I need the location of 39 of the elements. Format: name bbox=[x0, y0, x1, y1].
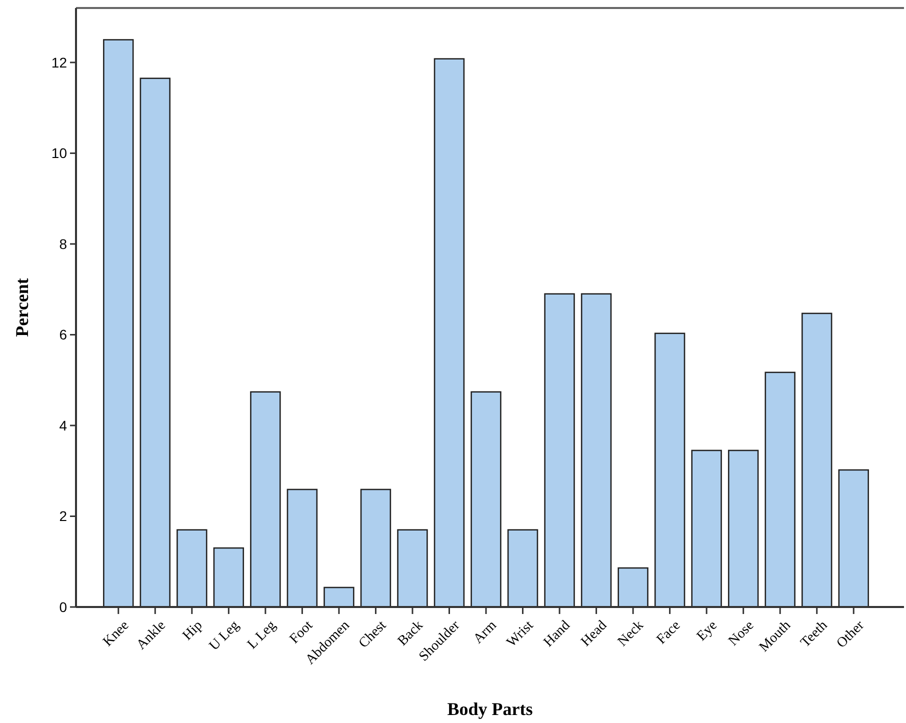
x-tick-label: Teeth bbox=[798, 618, 831, 651]
bar bbox=[838, 469, 869, 608]
bar bbox=[434, 58, 465, 608]
x-axis-title: Body Parts bbox=[447, 699, 533, 719]
y-tick-label: 4 bbox=[59, 417, 68, 434]
bar bbox=[544, 293, 575, 608]
x-tick-label: Eye bbox=[694, 618, 720, 644]
y-tick-label: 10 bbox=[51, 145, 68, 162]
x-tick-label: L Leg bbox=[245, 618, 280, 652]
y-axis-title: Percent bbox=[12, 278, 32, 337]
bar bbox=[654, 332, 686, 608]
x-tick-label: Face bbox=[654, 618, 684, 648]
x-tick-label: Nose bbox=[726, 618, 758, 650]
x-tick-label: Arm bbox=[471, 618, 500, 647]
bar bbox=[140, 78, 170, 608]
bar bbox=[213, 547, 244, 608]
y-tick-label: 2 bbox=[59, 508, 68, 524]
x-tick-label: Wrist bbox=[504, 618, 537, 650]
bar bbox=[103, 39, 134, 608]
bar bbox=[176, 529, 208, 608]
bar bbox=[802, 312, 832, 608]
bar bbox=[286, 488, 318, 608]
y-tick-label: 8 bbox=[59, 236, 68, 252]
x-tick-label: U Leg bbox=[206, 618, 242, 654]
bar bbox=[728, 450, 759, 608]
y-tick-label: 12 bbox=[51, 54, 68, 70]
bar bbox=[618, 567, 648, 608]
bar bbox=[580, 293, 612, 608]
y-tick-label: 6 bbox=[59, 326, 68, 343]
x-tick-label: Hip bbox=[180, 618, 206, 644]
bar bbox=[691, 450, 722, 608]
bar bbox=[360, 488, 392, 608]
bar bbox=[250, 391, 281, 608]
bar bbox=[764, 372, 796, 608]
y-tick-label: 0 bbox=[59, 598, 68, 615]
bar bbox=[507, 529, 538, 608]
bar bbox=[470, 391, 502, 608]
bar bbox=[324, 586, 354, 608]
bar bbox=[397, 529, 428, 608]
